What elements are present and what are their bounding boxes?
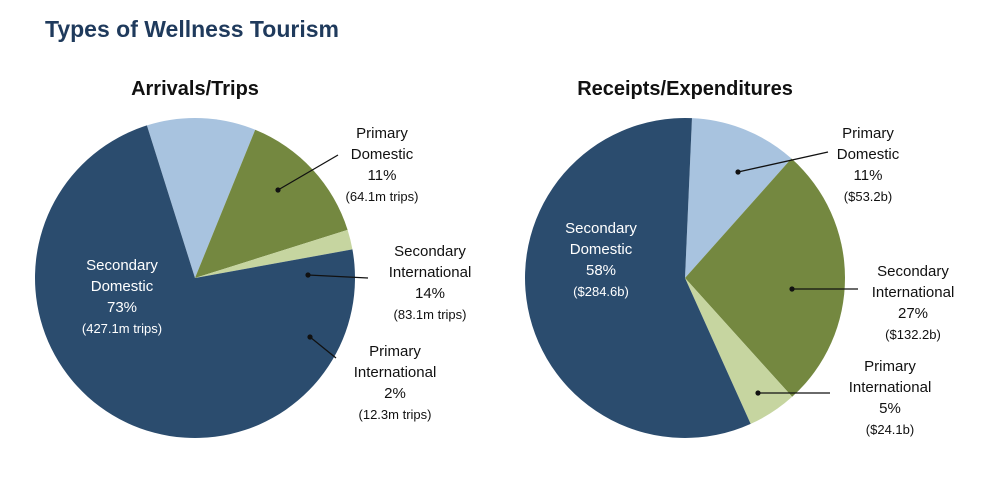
leader-dot-primary-international xyxy=(755,390,761,396)
pie-chart-receipts-expenditures: Receipts/Expenditures Primary Domestic 11% (… xyxy=(525,78,954,438)
pie-slice-primary-international xyxy=(685,278,793,424)
slice-label-primary-domestic-1: Primary xyxy=(842,125,894,142)
slice-label-secondary-domestic-1: Secondary xyxy=(565,220,637,237)
leader-line-secondary-international xyxy=(307,274,369,279)
slice-detail-secondary-international-4: ($132.2b) xyxy=(885,327,941,342)
slice-value-primary-domestic-3: 11% xyxy=(368,167,397,184)
chart-title-arrivals-trips: Arrivals/Trips xyxy=(131,78,259,100)
chart-title-receipts-expenditures: Receipts/Expenditures xyxy=(577,78,793,100)
slice-value-secondary-domestic-3: 73% xyxy=(107,299,137,316)
slice-label-secondary-domestic-1: Secondary xyxy=(86,257,158,274)
slice-label-secondary-international-1: Secondary xyxy=(394,243,466,260)
slice-value-secondary-international-3: 27% xyxy=(898,305,928,322)
pie-slice-secondary-domestic xyxy=(34,125,355,439)
slice-detail-secondary-international-4: (83.1m trips) xyxy=(394,307,467,322)
pie-slice-primary-domestic xyxy=(146,118,256,278)
slice-value-primary-domestic-3: 11% xyxy=(854,167,883,184)
slice-label-secondary-domestic-2: Domestic xyxy=(570,241,633,258)
slice-detail-primary-international-4: (12.3m trips) xyxy=(359,407,432,422)
pie-slice-primary-international xyxy=(195,229,353,278)
slice-label-primary-domestic-2: Domestic xyxy=(837,146,900,163)
pie-slice-secondary-international xyxy=(685,158,845,397)
leader-dot-primary-domestic xyxy=(275,187,281,193)
slice-detail-primary-domestic-4: ($53.2b) xyxy=(844,189,892,204)
slice-detail-primary-domestic-4: (64.1m trips) xyxy=(346,189,419,204)
slice-value-secondary-international-3: 14% xyxy=(415,285,445,302)
page-title: Types of Wellness Tourism xyxy=(45,16,339,42)
slice-label-primary-international-1: Primary xyxy=(864,358,916,375)
pie-slice-primary-domestic xyxy=(685,118,792,279)
leader-dot-secondary-international xyxy=(305,272,311,278)
slice-detail-secondary-domestic-4: (427.1m trips) xyxy=(82,321,162,336)
leader-dot-primary-international xyxy=(307,334,313,340)
pie-slice-secondary-domestic xyxy=(525,117,751,438)
pie-slice-secondary-international xyxy=(195,129,348,278)
slice-label-primary-international-2: International xyxy=(354,364,437,381)
slice-label-secondary-international-2: International xyxy=(872,284,955,301)
leader-line-primary-international xyxy=(309,336,337,359)
leader-line-primary-domestic xyxy=(737,151,829,173)
leader-dot-secondary-international xyxy=(789,286,795,292)
slice-label-primary-domestic-1: Primary xyxy=(356,125,408,142)
slice-label-secondary-international-1: Secondary xyxy=(877,263,949,280)
slice-label-primary-domestic-2: Domestic xyxy=(351,146,414,163)
slice-detail-primary-international-4: ($24.1b) xyxy=(866,422,914,437)
slice-value-primary-international-3: 5% xyxy=(879,400,901,417)
slice-detail-secondary-domestic-4: ($284.6b) xyxy=(573,284,629,299)
slice-label-secondary-domestic-2: Domestic xyxy=(91,278,154,295)
pie-chart-arrivals-trips: Arrivals/Trips Primary Domestic 11% (64.1m t… xyxy=(34,78,472,439)
leader-dot-primary-domestic xyxy=(735,169,741,175)
slice-label-primary-international-1: Primary xyxy=(369,343,421,360)
slice-label-primary-international-2: International xyxy=(849,379,932,396)
slice-value-secondary-domestic-3: 58% xyxy=(586,262,616,279)
leader-line-primary-domestic xyxy=(277,154,339,191)
slice-label-secondary-international-2: International xyxy=(389,264,472,281)
slice-value-primary-international-3: 2% xyxy=(384,385,406,402)
